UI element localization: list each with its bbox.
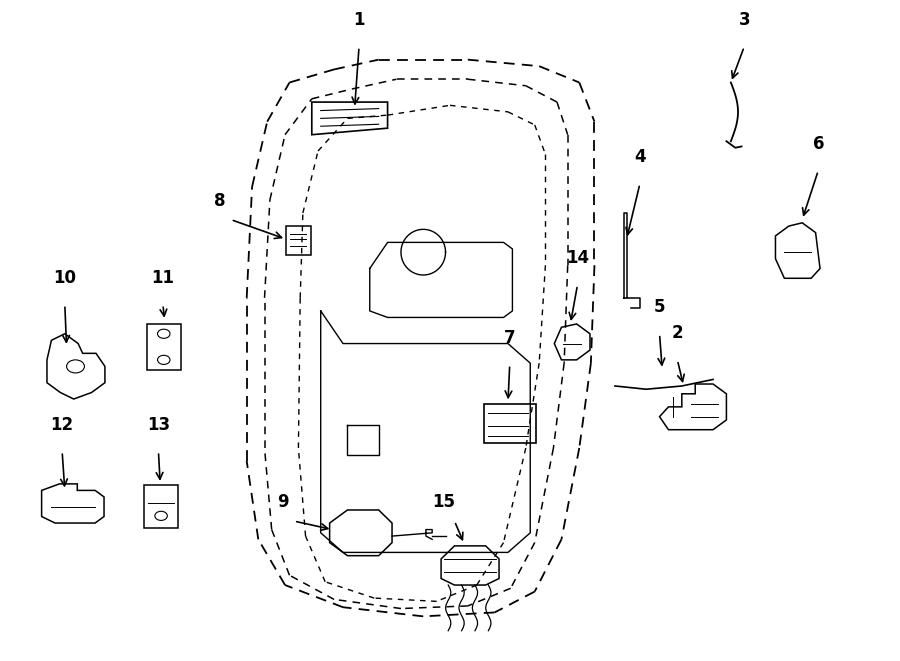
Text: 8: 8: [214, 192, 226, 210]
Text: 12: 12: [50, 416, 74, 434]
Text: 1: 1: [354, 11, 364, 29]
Text: 9: 9: [277, 493, 289, 512]
Text: 2: 2: [671, 325, 683, 342]
Text: 7: 7: [504, 329, 516, 347]
Text: 13: 13: [147, 416, 170, 434]
Text: 6: 6: [813, 135, 824, 153]
Text: 11: 11: [151, 269, 175, 287]
Text: 4: 4: [634, 148, 645, 166]
Text: 5: 5: [653, 298, 665, 316]
Text: 14: 14: [566, 249, 590, 267]
Text: 10: 10: [53, 269, 76, 287]
Text: 15: 15: [432, 493, 455, 512]
Text: 3: 3: [738, 11, 750, 29]
